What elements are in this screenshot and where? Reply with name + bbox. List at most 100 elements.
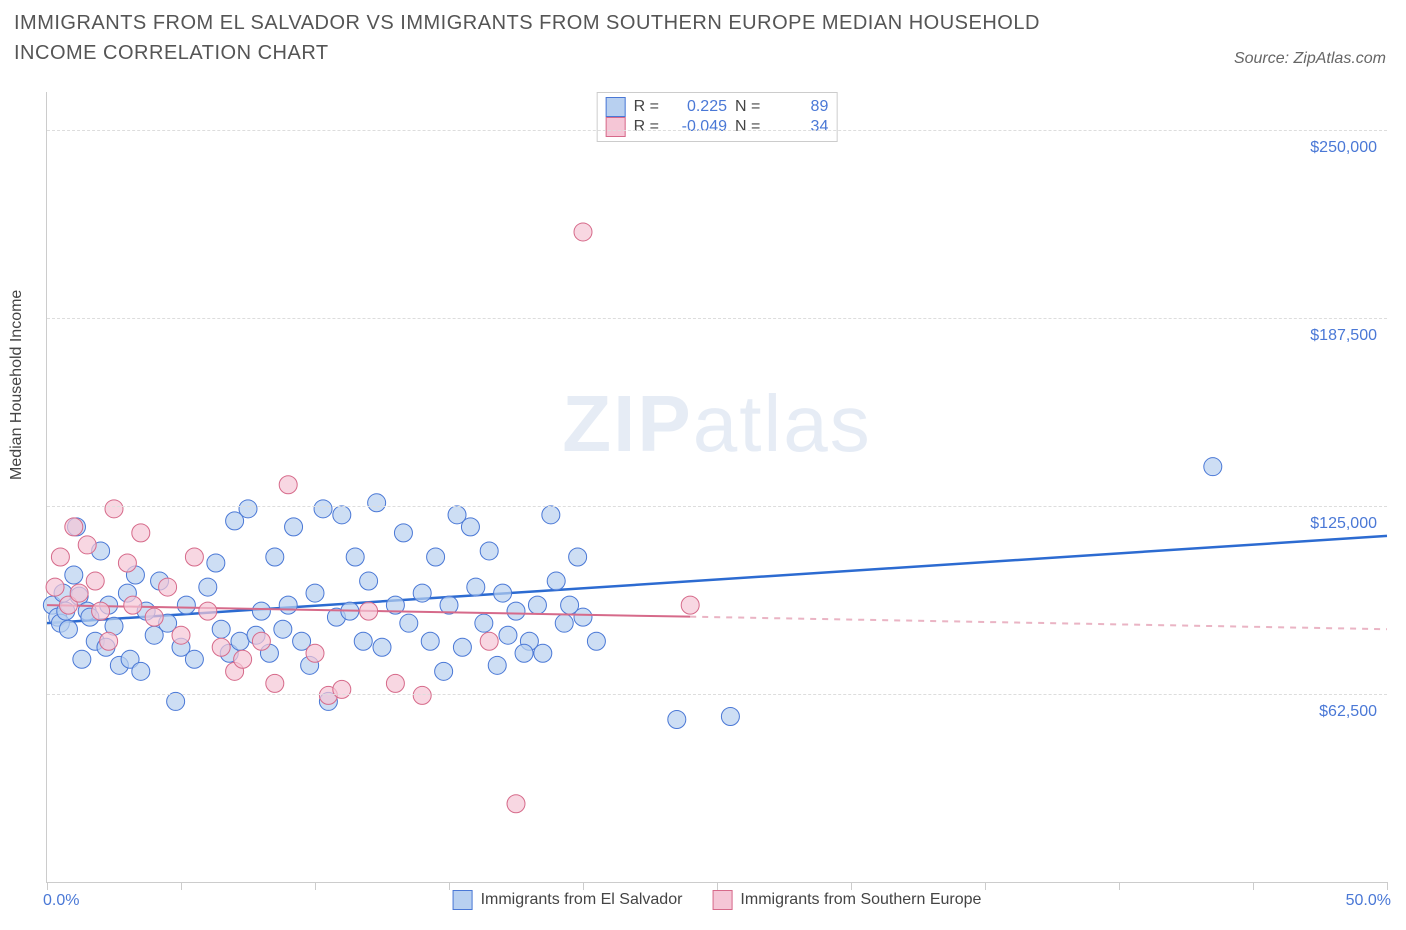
data-point <box>65 566 83 584</box>
data-point <box>515 644 533 662</box>
r-label: R = <box>634 118 659 136</box>
data-point <box>333 680 351 698</box>
data-point <box>547 572 565 590</box>
data-point <box>212 620 230 638</box>
data-point <box>167 692 185 710</box>
data-point <box>118 554 136 572</box>
data-point <box>488 656 506 674</box>
data-point <box>394 524 412 542</box>
trend-line <box>690 617 1387 630</box>
data-point <box>555 614 573 632</box>
x-tick <box>449 882 450 890</box>
n-label: N = <box>735 98 760 116</box>
r-label: R = <box>634 98 659 116</box>
data-point <box>373 638 391 656</box>
data-point <box>172 626 190 644</box>
data-point <box>461 518 479 536</box>
data-point <box>185 548 203 566</box>
x-tick <box>181 882 182 890</box>
data-point <box>360 572 378 590</box>
gridline <box>47 130 1387 131</box>
data-point <box>1204 458 1222 476</box>
data-point <box>534 644 552 662</box>
data-point <box>159 578 177 596</box>
n-value: 34 <box>768 118 828 136</box>
data-point <box>59 620 77 638</box>
x-max-label: 50.0% <box>1346 892 1391 910</box>
stats-row: R = 0.225 N = 89 <box>606 97 829 117</box>
data-point <box>279 596 297 614</box>
scatter-svg <box>47 92 1387 882</box>
data-point <box>569 548 587 566</box>
chart-container: IMMIGRANTS FROM EL SALVADOR VS IMMIGRANT… <box>0 0 1406 930</box>
x-tick <box>985 882 986 890</box>
data-point <box>354 632 372 650</box>
x-tick <box>1387 882 1388 890</box>
data-point <box>400 614 418 632</box>
data-point <box>86 572 104 590</box>
r-value: 0.225 <box>667 98 727 116</box>
data-point <box>252 632 270 650</box>
y-tick-label: $187,500 <box>1310 327 1377 345</box>
legend-item: Immigrants from Southern Europe <box>712 890 981 910</box>
data-point <box>266 674 284 692</box>
data-point <box>360 602 378 620</box>
data-point <box>212 638 230 656</box>
data-point <box>145 608 163 626</box>
data-point <box>234 650 252 668</box>
legend-label: Immigrants from Southern Europe <box>740 891 981 909</box>
gridline <box>47 506 1387 507</box>
data-point <box>279 476 297 494</box>
data-point <box>92 602 110 620</box>
data-point <box>306 644 324 662</box>
x-tick <box>1119 882 1120 890</box>
r-value: -0.049 <box>667 118 727 136</box>
x-tick <box>315 882 316 890</box>
data-point <box>314 500 332 518</box>
data-point <box>333 506 351 524</box>
y-tick-label: $125,000 <box>1310 515 1377 533</box>
gridline <box>47 694 1387 695</box>
data-point <box>453 638 471 656</box>
data-point <box>542 506 560 524</box>
y-tick-label: $250,000 <box>1310 139 1377 157</box>
data-point <box>480 632 498 650</box>
n-value: 89 <box>768 98 828 116</box>
data-point <box>100 632 118 650</box>
data-point <box>427 548 445 566</box>
data-point <box>73 650 91 668</box>
data-point <box>124 596 142 614</box>
data-point <box>528 596 546 614</box>
data-point <box>274 620 292 638</box>
data-point <box>421 632 439 650</box>
data-point <box>207 554 225 572</box>
data-point <box>681 596 699 614</box>
data-point <box>199 578 217 596</box>
legend-label: Immigrants from El Salvador <box>481 891 683 909</box>
data-point <box>51 548 69 566</box>
data-point <box>386 674 404 692</box>
data-point <box>177 596 195 614</box>
gridline <box>47 318 1387 319</box>
legend-item: Immigrants from El Salvador <box>453 890 683 910</box>
data-point <box>239 500 257 518</box>
x-tick <box>851 882 852 890</box>
data-point <box>475 614 493 632</box>
data-point <box>46 578 64 596</box>
data-point <box>480 542 498 560</box>
stats-row: R = -0.049 N = 34 <box>606 117 829 137</box>
data-point <box>507 602 525 620</box>
data-point <box>435 662 453 680</box>
data-point <box>252 602 270 620</box>
data-point <box>507 795 525 813</box>
data-point <box>105 500 123 518</box>
trend-line <box>47 536 1387 623</box>
data-point <box>413 584 431 602</box>
source-label: Source: ZipAtlas.com <box>1234 50 1386 68</box>
data-point <box>231 632 249 650</box>
data-point <box>346 548 364 566</box>
n-label: N = <box>735 118 760 136</box>
data-point <box>185 650 203 668</box>
x-tick <box>583 882 584 890</box>
data-point <box>467 578 485 596</box>
